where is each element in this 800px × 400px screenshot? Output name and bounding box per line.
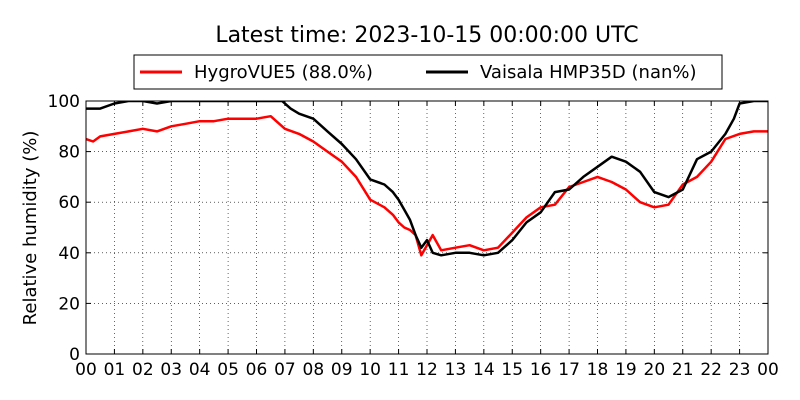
y-axis-label: Relative humidity (%) — [20, 131, 41, 326]
series-lines — [86, 101, 768, 257]
y-tick-label: 80 — [58, 143, 80, 163]
x-tick-label: 05 — [217, 360, 239, 380]
x-tick-label: 10 — [359, 360, 381, 380]
x-tick-label: 04 — [189, 360, 211, 380]
grid — [86, 101, 768, 354]
x-tick-label: 18 — [587, 360, 609, 380]
x-tick-label: 15 — [501, 360, 523, 380]
y-tick-label: 20 — [58, 294, 80, 314]
y-tick-label: 40 — [58, 244, 80, 264]
y-tick-label: 60 — [58, 193, 80, 213]
x-tick-label: 12 — [416, 360, 438, 380]
x-tick-label: 20 — [644, 360, 666, 380]
plot-frame — [85, 100, 769, 355]
x-tick-label: 07 — [274, 360, 296, 380]
x-tick-label: 14 — [473, 360, 495, 380]
x-tick-label: 19 — [615, 360, 637, 380]
y-tick-label: 0 — [69, 345, 80, 365]
legend: HygroVUE5 (88.0%) Vaisala HMP35D (nan%) — [133, 54, 723, 90]
chart-title: Latest time: 2023-10-15 00:00:00 UTC — [215, 23, 638, 48]
x-tick-label: 23 — [729, 360, 751, 380]
x-tick-label: 17 — [558, 360, 580, 380]
x-tick-label: 01 — [104, 360, 126, 380]
x-tick-label: 11 — [388, 360, 410, 380]
series-line-vaisala — [86, 101, 768, 257]
x-tick-label: 21 — [672, 360, 694, 380]
y-tick-label: 100 — [48, 92, 80, 112]
axis-ticks — [85, 100, 769, 355]
x-tick-label: 02 — [132, 360, 154, 380]
x-tick-label: 16 — [530, 360, 552, 380]
x-tick-label: 13 — [445, 360, 467, 380]
x-tick-label: 22 — [700, 360, 722, 380]
x-tick-label: 08 — [303, 360, 325, 380]
x-tick-labels: 00 01 02 03 04 05 06 07 08 09 10 11 12 13 14 15 16 17 18 19… — [75, 360, 779, 380]
x-tick-label: 00 — [75, 360, 97, 380]
x-tick-label: 03 — [160, 360, 182, 380]
legend-label-vaisala: Vaisala HMP35D (nan%) — [480, 62, 697, 83]
x-tick-label: 06 — [246, 360, 268, 380]
legend-label-hygrovue5: HygroVUE5 (88.0%) — [194, 62, 373, 83]
x-tick-label: 00 — [757, 360, 779, 380]
y-tick-labels: 0 20 40 60 80 100 — [48, 92, 80, 365]
x-tick-label: 09 — [331, 360, 353, 380]
